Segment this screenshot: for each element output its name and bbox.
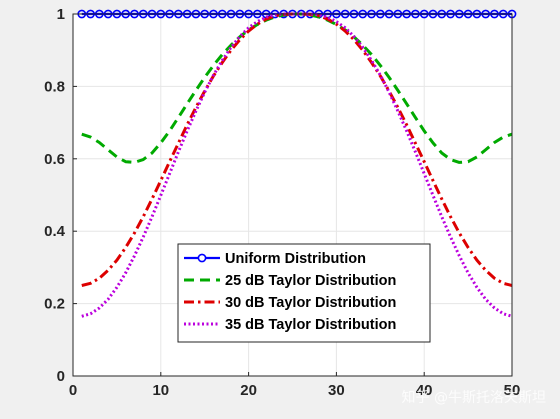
x-tick-label: 0 (69, 382, 77, 399)
x-tick-label: 20 (240, 382, 257, 399)
x-tick-label: 30 (328, 382, 345, 399)
x-tick-label: 10 (152, 382, 169, 399)
legend-label-1: Uniform Distribution (225, 251, 366, 267)
series-line-4 (81, 12, 513, 318)
y-tick-label: 0.2 (44, 296, 65, 313)
axes-box (72, 13, 513, 377)
legend-marker-1 (197, 253, 207, 263)
ticks: 0 10 20 30 40 50 0 0.2 0.4 0.6 0.8 1 (44, 6, 520, 399)
y-tick-label: 1 (57, 6, 65, 23)
y-tick-label: 0.6 (44, 151, 65, 168)
y-tick-label: 0.4 (44, 223, 66, 240)
legend-box (177, 243, 431, 343)
legend-label-3: 30 dB Taylor Distribution (225, 295, 396, 311)
y-tick-label: 0.8 (44, 78, 65, 95)
watermark: 知乎 @牛斯托洛夫斯坦 (402, 389, 546, 406)
legend: Uniform Distribution 25 dB Taylor Distrib… (177, 243, 431, 343)
x-tick-label: 50 (504, 382, 521, 399)
legend-label-2: 25 dB Taylor Distribution (225, 273, 396, 289)
x-tick-label: 40 (416, 382, 433, 399)
y-tick-label: 0 (57, 368, 65, 385)
legend-label-4: 35 dB Taylor Distribution (225, 317, 396, 333)
